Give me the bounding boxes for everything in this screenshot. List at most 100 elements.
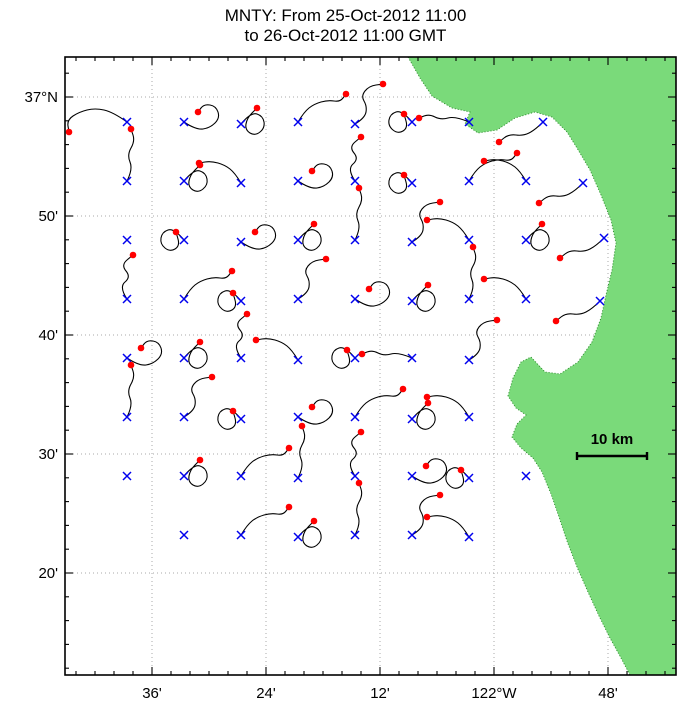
trajectory-path xyxy=(240,107,265,135)
release-point-x-icon xyxy=(293,117,303,127)
trajectory-path xyxy=(354,281,391,307)
trajectory-path xyxy=(426,395,470,418)
endpoint-dot xyxy=(285,503,293,511)
trajectory-path xyxy=(217,290,242,312)
release-point-x-icon xyxy=(179,530,189,540)
trajectory-path xyxy=(483,277,527,300)
endpoint-dot xyxy=(127,125,135,133)
release-point-x-icon xyxy=(464,117,474,127)
endpoint-dot xyxy=(379,80,387,88)
x-tick-label-0: 36' xyxy=(142,685,162,702)
y-tick-label-2: 40' xyxy=(38,327,58,344)
release-point-x-icon xyxy=(236,353,246,363)
trajectories xyxy=(67,83,605,548)
endpoint-dot xyxy=(285,444,293,452)
release-point-x-icon xyxy=(179,117,189,127)
release-point-x-icon xyxy=(350,235,360,245)
release-point-x-icon xyxy=(179,353,189,363)
release-point-x-icon xyxy=(521,235,531,245)
tick-labels: 37°N 50' 40' 30' 20' 36' 24' 12' 122°W 48' xyxy=(24,89,617,702)
release-point-x-icon xyxy=(122,235,132,245)
trajectory-path xyxy=(198,161,242,184)
endpoint-dot xyxy=(253,104,261,112)
trajectory-path xyxy=(411,458,448,484)
release-point-x-icon xyxy=(595,296,605,306)
endpoint-dot xyxy=(355,479,363,487)
trajectory-path xyxy=(297,163,334,189)
trajectory-path xyxy=(445,467,470,489)
release-point-x-icon xyxy=(350,530,360,540)
release-point-x-icon xyxy=(538,117,548,127)
release-point-x-icon xyxy=(407,471,417,481)
endpoint-dot xyxy=(358,350,366,358)
trajectory-path xyxy=(183,341,208,369)
trajectory-path xyxy=(126,128,135,182)
endpoint-dot xyxy=(556,254,564,262)
endpoint-dot xyxy=(298,422,306,430)
y-tick-label-1: 50' xyxy=(38,208,58,225)
release-point-x-icon xyxy=(407,414,417,424)
release-point-x-icon xyxy=(521,294,531,304)
endpoint-dot xyxy=(365,285,373,293)
trajectory-path xyxy=(235,313,248,359)
endpoint-dot xyxy=(322,255,330,263)
release-point-x-icon xyxy=(350,294,360,304)
trajectory-path xyxy=(331,347,356,369)
endpoint-dot xyxy=(195,159,203,167)
release-point-x-icon xyxy=(179,294,189,304)
endpoint-dot xyxy=(415,114,423,122)
endpoint-dot xyxy=(538,220,546,228)
release-point-x-icon xyxy=(464,176,474,186)
trajectory-path xyxy=(121,254,134,300)
release-point-x-icon xyxy=(122,471,132,481)
release-point-x-icon xyxy=(350,176,360,186)
trajectory-path xyxy=(498,121,544,143)
trajectory-path xyxy=(183,270,233,300)
endpoint-dot xyxy=(469,243,477,251)
trajectory-path xyxy=(411,402,436,430)
release-point-x-icon xyxy=(407,530,417,540)
trajectory-path xyxy=(297,223,322,251)
trajectory-path xyxy=(240,224,277,250)
trajectory-path xyxy=(468,246,477,300)
figure-title-line1: MNTY: From 25-Oct-2012 11:00 xyxy=(224,6,467,25)
trajectory-path xyxy=(160,229,185,251)
trajectory-path xyxy=(354,388,404,418)
trajectory-path xyxy=(468,319,498,361)
release-point-x-icon xyxy=(236,414,246,424)
release-point-x-icon xyxy=(179,412,189,422)
release-point-x-icon xyxy=(464,294,474,304)
endpoint-dot xyxy=(342,90,350,98)
release-point-x-icon xyxy=(179,235,189,245)
endpoint-dot xyxy=(228,267,236,275)
trajectory-path xyxy=(349,136,362,182)
x-tick-label-3: 122°W xyxy=(471,685,517,702)
endpoint-dot xyxy=(422,462,430,470)
endpoint-dot xyxy=(343,346,351,354)
endpoint-dot xyxy=(194,108,202,116)
x-tick-label-2: 12' xyxy=(370,685,390,702)
endpoint-dot xyxy=(436,491,444,499)
trajectory-path xyxy=(555,300,601,322)
trajectory-path xyxy=(468,152,518,182)
trajectory-path xyxy=(255,338,299,361)
trajectory-path xyxy=(559,237,605,259)
release-point-x-icon xyxy=(407,178,417,188)
trajectory-path xyxy=(183,376,213,418)
trajectory-path xyxy=(354,83,384,125)
endpoint-dots xyxy=(65,80,564,525)
endpoint-dot xyxy=(400,110,408,118)
release-point-x-icon xyxy=(293,176,303,186)
release-point-x-icon xyxy=(122,176,132,186)
trajectory-path xyxy=(240,506,290,536)
trajectory-path xyxy=(426,218,470,241)
endpoint-dot xyxy=(513,149,521,157)
trajectory-path xyxy=(411,494,441,536)
release-point-x-icon xyxy=(236,178,246,188)
trajectory-path xyxy=(297,520,322,548)
endpoint-dot xyxy=(535,199,543,207)
trajectory-path xyxy=(525,223,550,251)
release-point-x-icon xyxy=(578,178,588,188)
endpoint-dot xyxy=(423,393,431,401)
release-point-x-icon xyxy=(293,532,303,542)
